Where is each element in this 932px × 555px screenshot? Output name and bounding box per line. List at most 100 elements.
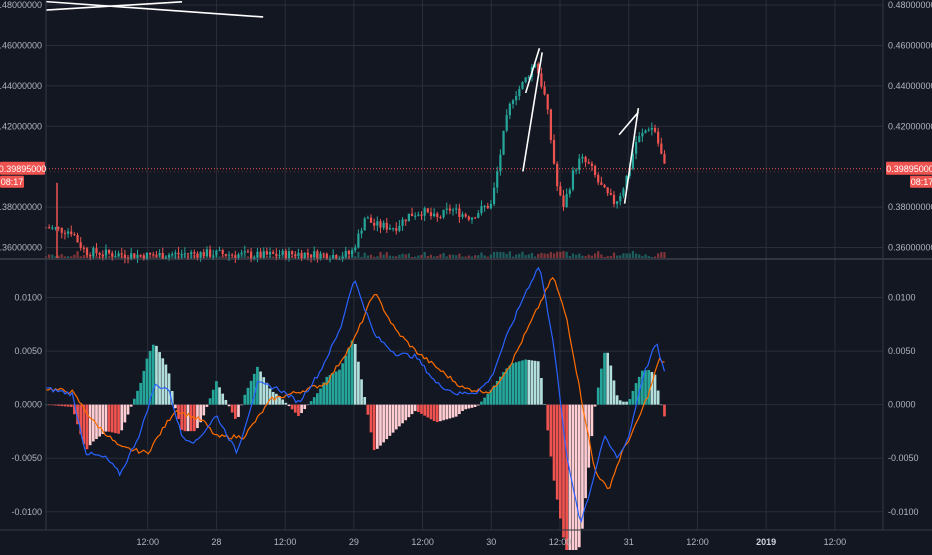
- candle-body: [149, 252, 152, 255]
- volume-bar: [496, 251, 499, 258]
- histogram-bar: [114, 404, 117, 434]
- histogram-bar: [60, 404, 64, 407]
- candle-body: [253, 257, 256, 259]
- histogram-bar: [300, 404, 303, 414]
- candle-body: [593, 166, 597, 175]
- candle-body: [262, 251, 265, 258]
- trendline[interactable]: [45, 0, 264, 18]
- candle-body: [120, 253, 123, 255]
- candle-body: [474, 217, 477, 219]
- candle-body: [508, 103, 511, 116]
- histogram-bar: [110, 404, 114, 433]
- candle-body: [133, 253, 136, 258]
- volume-bar: [360, 256, 363, 258]
- histogram-bar: [517, 361, 521, 405]
- histogram-bar: [79, 404, 83, 435]
- price-tick-right: 0.46000000: [888, 40, 932, 50]
- candle-body: [357, 233, 360, 248]
- histogram-bar: [606, 352, 610, 405]
- candle-body: [423, 208, 426, 216]
- candle-body: [237, 254, 240, 258]
- volume-bar: [606, 256, 609, 258]
- candle-body: [354, 247, 357, 251]
- histogram-bar: [448, 404, 452, 419]
- histogram-bar: [177, 404, 180, 420]
- candle-body: [395, 228, 398, 231]
- candle-body: [341, 256, 344, 260]
- candle-body: [398, 225, 401, 231]
- candle-body: [537, 63, 540, 74]
- candle-body: [505, 115, 508, 131]
- candle-body: [347, 250, 351, 255]
- trendline[interactable]: [618, 111, 639, 136]
- histogram-bar: [369, 404, 373, 433]
- histogram-bar: [473, 404, 477, 407]
- histogram-bar: [151, 344, 155, 405]
- histogram-bar: [562, 404, 565, 538]
- histogram-bar: [577, 404, 581, 548]
- trendline[interactable]: [522, 52, 543, 172]
- candle-body: [152, 254, 155, 256]
- candle-body: [196, 253, 199, 258]
- volume-bar: [474, 255, 477, 258]
- volume-bar: [622, 253, 625, 258]
- histogram-bar: [297, 404, 300, 416]
- volume-bar: [568, 255, 571, 258]
- volume-bar: [581, 255, 584, 258]
- volume-bar: [492, 252, 496, 258]
- histogram-bar: [158, 352, 161, 405]
- candle-body: [584, 156, 587, 163]
- volume-bar: [51, 254, 54, 258]
- histogram-bar: [426, 404, 430, 418]
- candle-body: [221, 250, 224, 255]
- histogram-bar: [170, 391, 174, 405]
- candle-body: [571, 170, 575, 190]
- trendline[interactable]: [623, 107, 640, 204]
- candle-body: [54, 227, 57, 229]
- candle-body: [660, 143, 663, 154]
- candle-body: [461, 214, 464, 217]
- histogram-bar: [196, 404, 199, 429]
- volume-bar: [647, 256, 650, 258]
- candle-body: [540, 73, 543, 87]
- volume-bar: [533, 256, 537, 258]
- candle-body: [199, 252, 202, 258]
- trendline[interactable]: [524, 48, 541, 94]
- candle-body: [622, 188, 625, 197]
- price-label-text-right: 0.39895000: [886, 164, 932, 174]
- histogram-bar: [505, 368, 509, 405]
- candle-body: [48, 227, 51, 229]
- candle-body: [477, 213, 480, 218]
- candle-body: [114, 256, 117, 258]
- histogram-bar: [347, 348, 351, 405]
- histogram-bar: [581, 404, 584, 529]
- time-tick-label: 12:00: [549, 537, 572, 547]
- histogram-bar: [536, 361, 540, 405]
- signal-line: [45, 276, 665, 490]
- candle-body: [158, 253, 161, 256]
- candle-body: [549, 109, 552, 140]
- volume-bar: [644, 254, 647, 258]
- price-tick-right: 0.44000000: [888, 81, 932, 91]
- volume-bar: [587, 254, 590, 258]
- volume-bar: [385, 252, 388, 258]
- volume-bar: [527, 254, 530, 258]
- histogram-bar: [142, 370, 146, 405]
- histogram-bar: [382, 404, 385, 443]
- volume-bar: [467, 255, 470, 258]
- candle-body: [171, 254, 174, 256]
- candle-body: [180, 253, 183, 255]
- candle-body: [499, 154, 502, 172]
- candle-body: [287, 251, 291, 259]
- volume-bar: [489, 254, 493, 258]
- histogram-bar: [366, 404, 370, 415]
- volume-bar: [439, 254, 442, 258]
- histogram-bar: [555, 404, 559, 500]
- histogram-bar: [618, 400, 622, 405]
- trendline-drawings[interactable]: [45, 0, 640, 204]
- histogram-bar: [372, 404, 376, 451]
- countdown-label-right: [910, 175, 932, 188]
- histogram-bar: [293, 404, 297, 413]
